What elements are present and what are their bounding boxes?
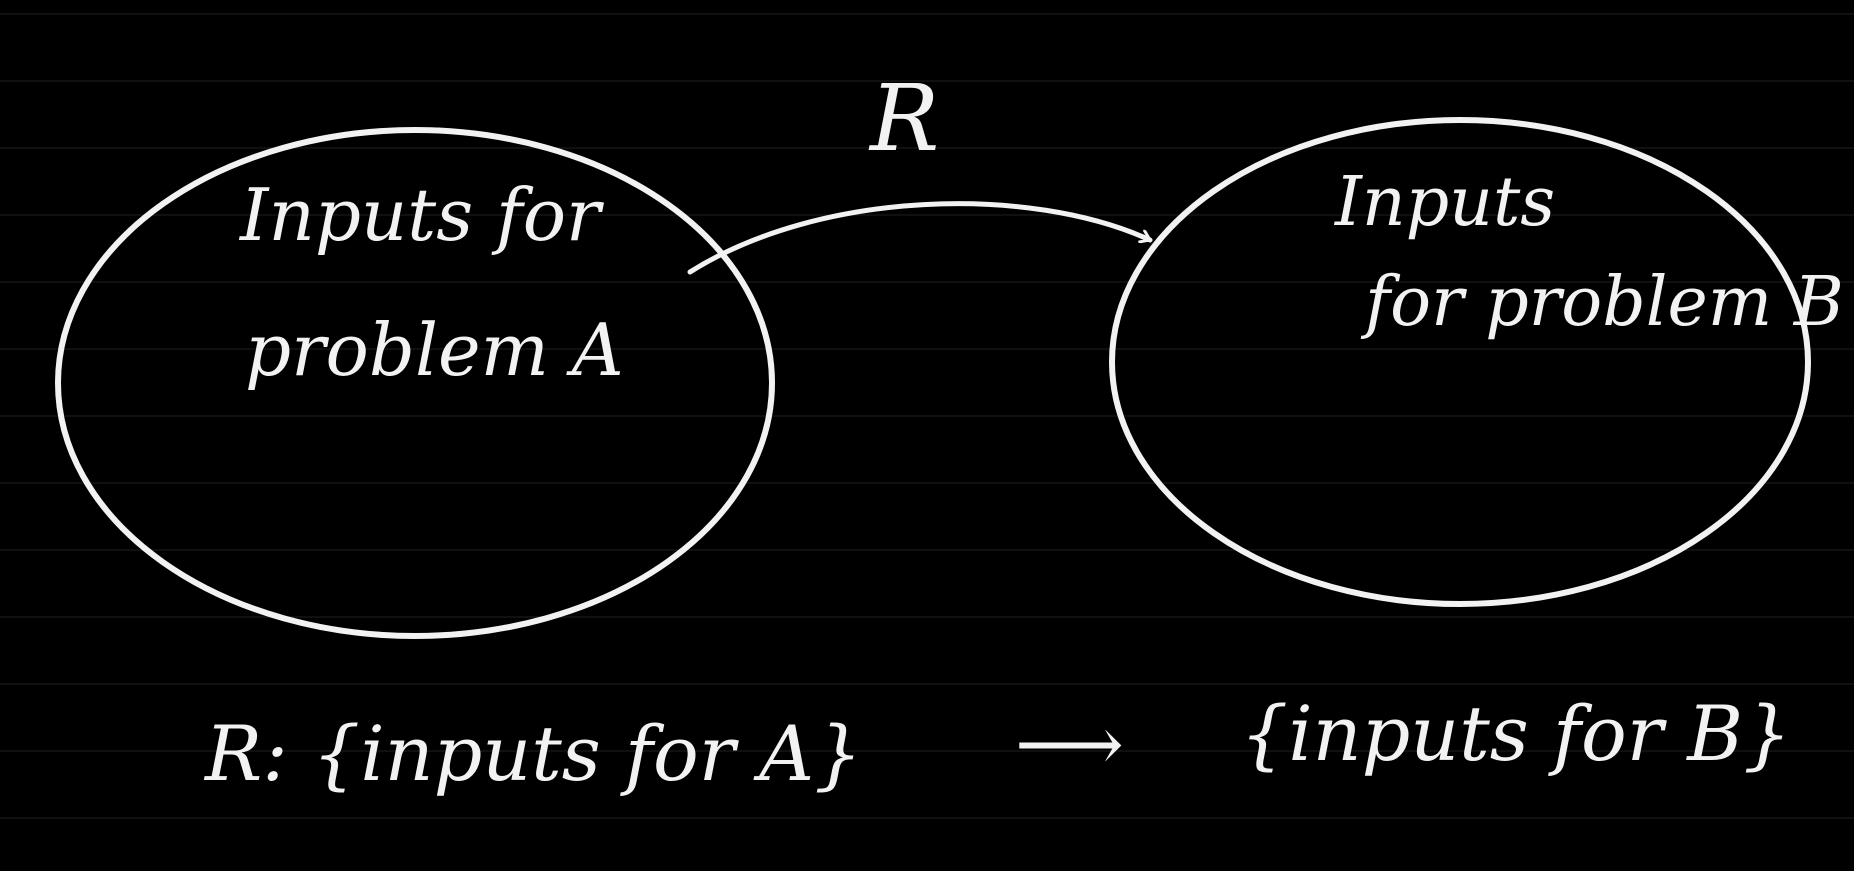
right-set-label-line2: for problem B	[1360, 263, 1844, 342]
right-set-label-line1: Inputs	[1333, 163, 1555, 242]
right-set-ellipse	[1109, 117, 1811, 607]
left-set-ellipse	[55, 127, 775, 639]
mapping-arrow	[687, 201, 1153, 275]
formula-arrow: ⟶	[1015, 699, 1124, 788]
formula-rhs: {inputs for B}	[1240, 689, 1791, 778]
arrow-label: R	[868, 65, 939, 172]
ruled-lines	[0, 13, 1854, 819]
formula-lhs: R: {inputs for A}	[203, 709, 863, 798]
left-set-label-line1: Inputs for	[238, 173, 604, 257]
left-set-label-line2: problem A	[245, 308, 624, 392]
